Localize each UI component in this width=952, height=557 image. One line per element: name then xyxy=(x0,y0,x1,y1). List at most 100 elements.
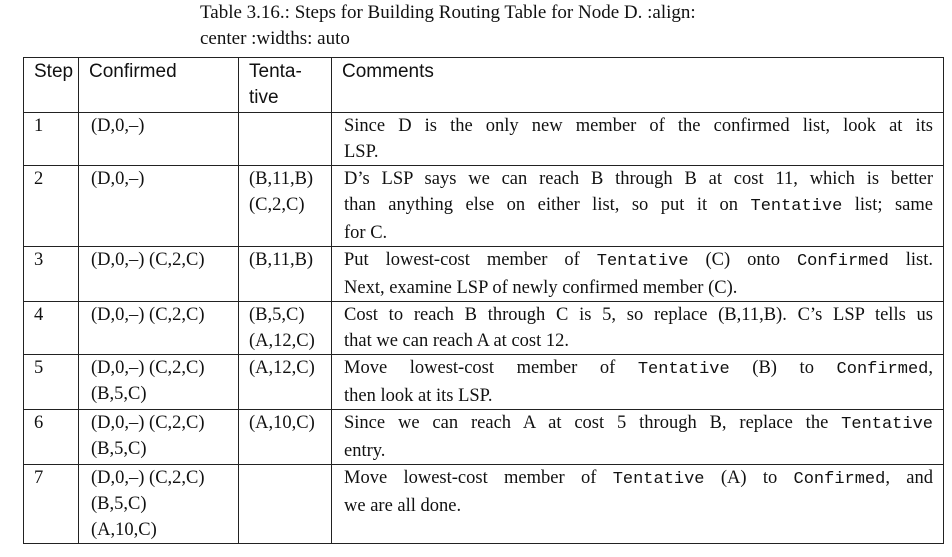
comments-cell: Put lowest-cost member of Tentative (C) … xyxy=(331,246,944,302)
tentative-entry: (A,12,C) xyxy=(249,331,315,351)
comment-text: list. xyxy=(888,250,933,270)
confirmed-cell: (D,0,–) xyxy=(78,165,239,247)
comment-text: Put lowest-cost member of xyxy=(344,250,597,270)
comment-text: , xyxy=(928,358,933,378)
tentative-cell: (A,10,C) xyxy=(238,409,332,465)
table-caption: Table 3.16.: Steps for Building Routing … xyxy=(200,0,840,52)
step-cell: 2 xyxy=(23,165,79,247)
comment-text: we are all done. xyxy=(344,496,462,516)
confirmed-cell: (D,0,–) xyxy=(78,112,239,166)
tentative-cell: (A,12,C) xyxy=(238,354,332,410)
header-row: Step Confirmed Tenta- tive Comments xyxy=(23,57,944,113)
comment-text: , and xyxy=(885,468,933,488)
tentative-entry: (B,11,B) xyxy=(249,250,314,270)
tentative-cell: (B,11,B) xyxy=(238,246,332,302)
comment-text: list; same xyxy=(842,195,933,215)
step-cell: 7 xyxy=(23,464,79,544)
comment-text: D’s LSP says we can reach B through B at… xyxy=(344,169,933,189)
code-term: Confirmed xyxy=(793,470,886,489)
tentative-entry: (C,2,C) xyxy=(249,195,305,215)
table-row: 3 (D,0,–) (C,2,C) (B,11,B) Put lowest-cost … xyxy=(23,246,944,302)
code-term: Tentative xyxy=(612,470,705,489)
code-term: Tentative xyxy=(750,197,843,216)
header-confirmed: Confirmed xyxy=(78,57,239,113)
confirmed-entry: (D,0,–) xyxy=(91,169,145,189)
confirmed-cell: (D,0,–) (C,2,C) (B,5,C) xyxy=(78,354,239,410)
comment-text: than anything else on either list, so pu… xyxy=(344,195,751,215)
comment-text: Since D is the only new member of the co… xyxy=(344,116,933,136)
comment-text: Move lowest-cost member of xyxy=(344,468,613,488)
comment-text: (B) to xyxy=(729,358,837,378)
confirmed-entry: (B,5,C) xyxy=(91,384,147,404)
confirmed-entry: (D,0,–) (C,2,C) xyxy=(91,250,205,270)
comment-text: (A) to xyxy=(704,468,794,488)
tentative-entry: (B,11,B) xyxy=(249,169,314,189)
header-comments: Comments xyxy=(331,57,944,113)
confirmed-cell: (D,0,–) (C,2,C) (B,5,C) xyxy=(78,409,239,465)
code-term: Tentative xyxy=(841,415,933,434)
header-tentative-line-2: tive xyxy=(249,87,279,108)
tentative-cell: (B,11,B) (C,2,C) xyxy=(238,165,332,247)
tentative-entry: (B,5,C) xyxy=(249,305,305,325)
confirmed-entry: (A,10,C) xyxy=(91,520,157,540)
tentative-entry: (A,10,C) xyxy=(249,413,315,433)
table-row: 1 (D,0,–) Since D is the only new member o… xyxy=(23,112,944,166)
step-cell: 5 xyxy=(23,354,79,410)
step-cell: 3 xyxy=(23,246,79,302)
comment-text: LSP. xyxy=(344,142,379,162)
confirmed-entry: (B,5,C) xyxy=(91,439,147,459)
comment-line: Put lowest-cost member of Tentative (C) … xyxy=(344,247,933,275)
comment-text: (C) onto xyxy=(688,250,797,270)
confirmed-entry: (B,5,C) xyxy=(91,494,147,514)
header-tentative-line-1: Tenta- xyxy=(249,61,302,82)
header-tentative: Tenta- tive xyxy=(238,57,332,113)
comment-text: that we can reach A at cost 12. xyxy=(344,331,569,351)
comments-cell: Cost to reach B through C is 5, so repla… xyxy=(331,301,944,355)
comment-text: Cost to reach B through C is 5, so repla… xyxy=(344,305,933,325)
comment-text: for C. xyxy=(344,223,388,243)
code-term: Confirmed xyxy=(836,360,929,379)
step-cell: 1 xyxy=(23,112,79,166)
tentative-cell xyxy=(238,112,332,166)
comment-line: Since we can reach A at cost 5 through B… xyxy=(344,410,933,438)
confirmed-entry: (D,0,–) xyxy=(91,116,145,136)
caption-line-1: Table 3.16.: Steps for Building Routing … xyxy=(200,2,696,23)
table-row: 4 (D,0,–) (C,2,C) (B,5,C) (A,12,C) Cost to r… xyxy=(23,301,944,355)
comment-line: Cost to reach B through C is 5, so repla… xyxy=(344,302,933,328)
step-cell: 6 xyxy=(23,409,79,465)
comment-line: we are all done. xyxy=(344,493,933,519)
comment-line: for C. xyxy=(344,220,933,246)
comment-line: Next, examine LSP of newly confirmed mem… xyxy=(344,275,933,301)
comment-line: Move lowest-cost member of Tentative (A)… xyxy=(344,465,933,493)
comment-line: D’s LSP says we can reach B through B at… xyxy=(344,166,933,192)
table-row: 5 (D,0,–) (C,2,C) (B,5,C) (A,12,C) Move lowe… xyxy=(23,354,944,410)
comment-line: than anything else on either list, so pu… xyxy=(344,192,933,220)
table-row: 7 (D,0,–) (C,2,C) (B,5,C) (A,10,C) Move lowe… xyxy=(23,464,944,544)
table-body: 1 (D,0,–) Since D is the only new member o… xyxy=(23,112,944,544)
routing-table: Step Confirmed Tenta- tive Comments 1 (D,… xyxy=(23,57,944,544)
confirmed-cell: (D,0,–) (C,2,C) xyxy=(78,301,239,355)
comment-text: Next, examine LSP of newly confirmed mem… xyxy=(344,278,738,298)
comment-line: Since D is the only new member of the co… xyxy=(344,113,933,139)
confirmed-entry: (D,0,–) (C,2,C) xyxy=(91,305,205,325)
table-row: 6 (D,0,–) (C,2,C) (B,5,C) (A,10,C) Since we … xyxy=(23,409,944,465)
comment-line: Move lowest-cost member of Tentative (B)… xyxy=(344,355,933,383)
header-step: Step xyxy=(23,57,79,113)
confirmed-cell: (D,0,–) (C,2,C) xyxy=(78,246,239,302)
comments-cell: D’s LSP says we can reach B through B at… xyxy=(331,165,944,247)
tentative-cell: (B,5,C) (A,12,C) xyxy=(238,301,332,355)
code-term: Tentative xyxy=(596,252,689,271)
comment-line: LSP. xyxy=(344,139,933,165)
code-term: Confirmed xyxy=(796,252,889,271)
comment-line: entry. xyxy=(344,438,933,464)
table-row: 2 (D,0,–) (B,11,B) (C,2,C) D’s LSP says we c… xyxy=(23,165,944,247)
step-cell: 4 xyxy=(23,301,79,355)
confirmed-entry: (D,0,–) (C,2,C) xyxy=(91,413,205,433)
tentative-entry: (A,12,C) xyxy=(249,358,315,378)
comments-cell: Since D is the only new member of the co… xyxy=(331,112,944,166)
comment-line: that we can reach A at cost 12. xyxy=(344,328,933,354)
code-term: Tentative xyxy=(637,360,730,379)
caption-line-2: center :widths: auto xyxy=(200,28,350,49)
comment-text: Since we can reach A at cost 5 through B… xyxy=(344,413,842,433)
comments-cell: Move lowest-cost member of Tentative (B)… xyxy=(331,354,944,410)
